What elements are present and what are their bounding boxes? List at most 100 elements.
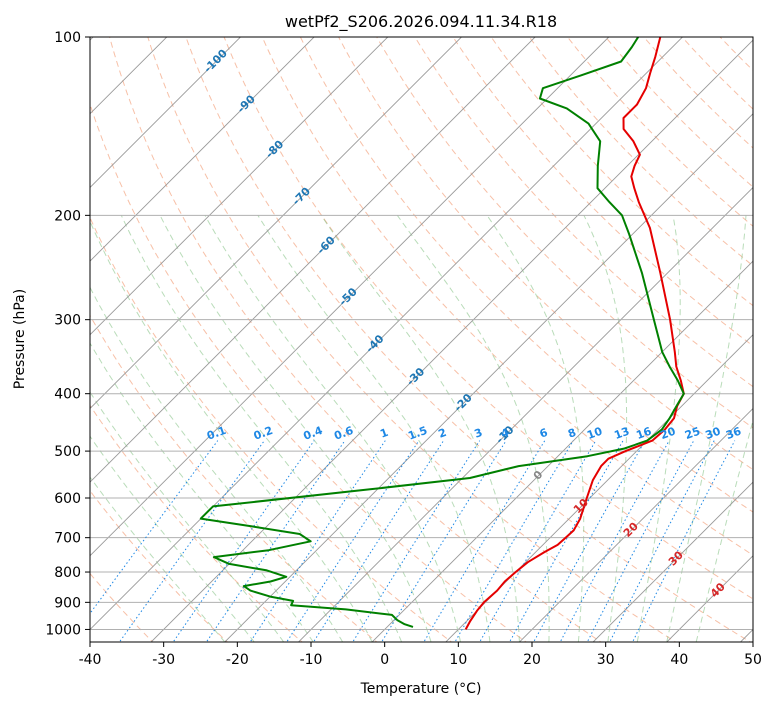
mixing-ratio-lines — [90, 440, 736, 642]
y-tick-label: 1000 — [45, 622, 81, 638]
y-axis-title: Pressure (hPa) — [12, 289, 28, 389]
mixing-ratio-label: 1.5 — [406, 424, 429, 443]
mixing-ratio-label: 2 — [437, 426, 449, 441]
mixing-ratio-label: 16 — [634, 424, 653, 442]
mixing-ratio-label: 30 — [704, 424, 723, 442]
mixing-ratio-line — [454, 440, 574, 642]
mixing-ratio-labels: 0.1 0.2 0.4 0.6 1 1.5 2 3 4 6 8 10 13 16 20 25 30 36 — [205, 424, 743, 443]
plot-frame — [89, 36, 754, 643]
x-tick-label: 50 — [744, 652, 762, 668]
dry-adiabat-line — [185, 37, 752, 642]
y-axis-ticks: 1000 900 800 700 600 500 400 300 200 100 — [45, 30, 90, 638]
mixing-ratio-line — [479, 440, 597, 642]
dry-adiabat-line — [376, 37, 753, 429]
y-tick-label: 600 — [54, 491, 81, 507]
moist-adiabat-line — [90, 476, 226, 642]
moist-adiabat-line — [90, 286, 344, 642]
chart-title: wetPf2_S206.2026.094.11.34.R18 — [285, 12, 557, 32]
mixing-ratio-line — [249, 440, 386, 642]
moist-adiabat-line — [257, 215, 491, 642]
isotherm-line — [371, 260, 753, 642]
mixing-ratio-line — [533, 440, 646, 642]
x-tick-label: 0 — [380, 652, 389, 668]
x-tick-label: -10 — [300, 652, 323, 668]
dry-adiabat-line — [452, 37, 753, 347]
y-tick-label: 700 — [54, 531, 81, 547]
y-tick-label: 900 — [54, 595, 81, 611]
isotherm-line — [445, 334, 753, 642]
pressure-grid-lines — [90, 37, 753, 630]
mixing-ratio-label: 1 — [378, 426, 390, 441]
dry-adiabat-line — [223, 37, 753, 600]
isotherm-line — [90, 37, 315, 262]
isotherm-line — [90, 37, 536, 483]
moist-adiabat-line — [204, 215, 461, 642]
mixing-ratio-label: 0.6 — [332, 424, 355, 443]
moist-adiabat-line — [666, 215, 747, 642]
mixing-ratio-line — [172, 440, 315, 642]
moist-adiabat-line — [90, 220, 373, 642]
isotherm-line — [90, 37, 684, 631]
mixing-ratio-line — [286, 440, 420, 642]
dry-adiabat-line — [338, 37, 753, 471]
mixing-ratio-line — [312, 440, 445, 642]
dry-adiabat-line — [490, 37, 753, 307]
moist-adiabat-line — [320, 215, 520, 642]
moist-adiabat-line — [636, 215, 681, 642]
mixing-ratio-label: 3 — [473, 426, 485, 441]
mixing-ratio-label: 4 — [499, 426, 511, 441]
isotherm-line — [224, 113, 753, 642]
x-tick-label: -30 — [152, 652, 175, 668]
mixing-ratio-label: 0.4 — [302, 424, 325, 443]
mixing-ratio-label: 8 — [566, 426, 578, 441]
mixing-ratio-line — [609, 440, 715, 642]
moist-adiabat-line — [120, 215, 403, 642]
plot-area: -100-90-80-70-60-50-40-30-20-10010203040… — [90, 37, 753, 642]
mixing-ratio-label: 36 — [724, 424, 743, 442]
isotherm-line — [150, 39, 753, 642]
x-tick-label: 10 — [449, 652, 467, 668]
y-tick-label: 200 — [54, 208, 81, 224]
mixing-ratio-label: 0.1 — [205, 424, 228, 443]
moist-adiabat-line — [90, 391, 285, 642]
dry-adiabat-line — [414, 37, 753, 388]
isotherm-line — [90, 37, 463, 410]
x-tick-label: 30 — [597, 652, 615, 668]
dry-adiabat-line — [261, 37, 753, 556]
profile-series — [199, 37, 685, 630]
mixing-ratio-line — [423, 440, 546, 642]
isotherm-line — [297, 186, 753, 642]
x-tick-label: 40 — [670, 652, 688, 668]
y-tick-label: 100 — [54, 30, 81, 46]
y-tick-label: 800 — [54, 565, 81, 581]
moist-adiabat-line — [90, 342, 314, 642]
temperature-profile-line — [464, 37, 685, 630]
y-tick-label: 500 — [54, 444, 81, 460]
y-tick-label: 400 — [54, 387, 81, 403]
x-axis-ticks: -40 -30 -20 -10 0 10 20 30 40 50 — [79, 642, 762, 668]
x-axis-title: Temperature (°C) — [360, 681, 482, 697]
isotherm-line — [592, 481, 753, 642]
isotherm-line — [518, 407, 753, 642]
x-tick-label: 20 — [523, 652, 541, 668]
moist-adiabat-line — [159, 215, 432, 642]
mixing-ratio-label: 13 — [612, 425, 631, 442]
dewpoint-profile-line — [199, 37, 685, 628]
mixing-ratio-line — [118, 440, 265, 642]
dry-adiabat-line — [147, 37, 677, 642]
isotherm-line — [90, 37, 242, 189]
mixing-ratio-label: 0.2 — [252, 424, 275, 443]
mixing-ratio-line — [559, 440, 670, 642]
y-tick-label: 300 — [54, 313, 81, 329]
mixing-ratio-line — [381, 440, 507, 642]
dry-adiabat-line — [299, 37, 753, 513]
mixing-ratio-label: 20 — [659, 424, 678, 442]
moist-adiabat-line — [90, 435, 255, 642]
isotherm-lines — [90, 37, 753, 642]
mixing-ratio-line — [586, 440, 695, 642]
moist-adiabat-line — [583, 215, 628, 642]
moist-adiabat-line — [396, 215, 550, 642]
mixing-ratio-label: 6 — [538, 426, 550, 441]
